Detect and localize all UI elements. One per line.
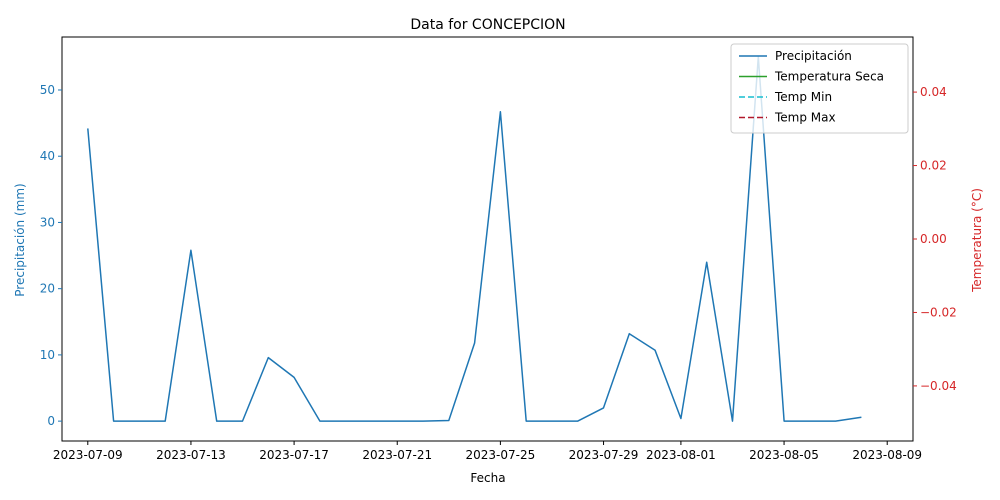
x-tick-label: 2023-07-09 (53, 448, 123, 462)
y-right-tick-label: 0.00 (920, 232, 947, 246)
y-left-tick-label: 20 (40, 282, 55, 296)
legend-label: Temp Max (774, 111, 836, 125)
y-left-tick-label: 0 (47, 414, 55, 428)
x-axis-label: Fecha (470, 471, 505, 485)
y-left-tick-label: 10 (40, 348, 55, 362)
x-tick-label: 2023-07-13 (156, 448, 226, 462)
y-right-tick-label: −0.04 (920, 379, 957, 393)
y-right-tick-label: 0.02 (920, 159, 947, 173)
y-axis-right-label: Temperatura (°C) (970, 188, 984, 293)
y-right-tick-label: 0.04 (920, 85, 947, 99)
y-right-tick-label: −0.02 (920, 305, 957, 319)
plot-area: 2023-07-09 2023-07-13 2023-07-17 2023-07-21… (40, 36, 957, 462)
series-line-precipitaci-n (87, 56, 862, 422)
y-left-tick-label: 30 (40, 215, 55, 229)
y-left-tick-label: 40 (40, 149, 55, 163)
x-tick-label: 2023-08-01 (646, 448, 716, 462)
x-tick-label: 2023-07-17 (259, 448, 329, 462)
legend-box (730, 43, 909, 134)
x-tick-label: 2023-07-25 (466, 448, 536, 462)
chart-title: Data for CONCEPCION (410, 17, 565, 33)
x-tick-label: 2023-07-21 (362, 448, 432, 462)
x-tick-label: 2023-08-05 (749, 448, 819, 462)
y-left-tick-label: 50 (40, 83, 55, 97)
x-tick-label: 2023-07-29 (569, 448, 639, 462)
legend-label: Temp Min (774, 90, 832, 104)
legend-label: Precipitación (775, 49, 852, 63)
y-axis-left-label: Precipitación (mm) (13, 183, 27, 296)
legend-label: Temperatura Seca (774, 70, 884, 84)
x-tick-label: 2023-08-09 (852, 448, 922, 462)
legend: Precipitación Temperatura Seca Temp Min Tem… (730, 43, 909, 134)
